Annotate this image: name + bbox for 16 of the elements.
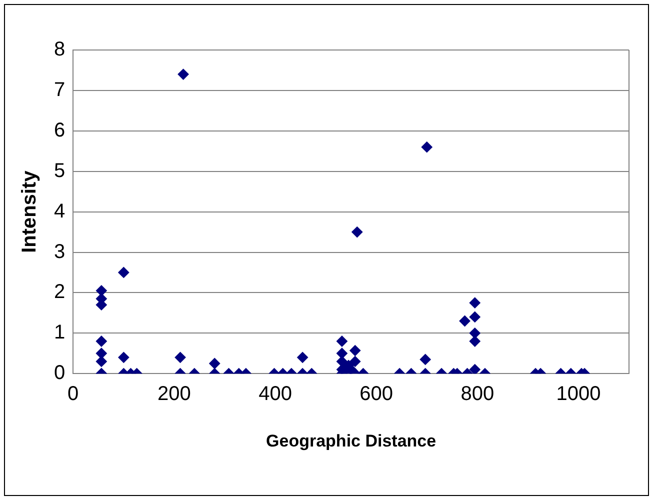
y-tick-label: 7 <box>54 78 66 101</box>
y-tick-label: 1 <box>54 322 66 344</box>
y-tick-label: 0 <box>54 362 66 384</box>
y-tick-label: 2 <box>54 281 66 304</box>
y-tick-label: 8 <box>54 38 66 61</box>
x-tick-label: 200 <box>158 383 191 406</box>
x-tick-label: 400 <box>258 383 292 406</box>
y-tick-label: 4 <box>54 200 66 222</box>
x-tick-label: 1000 <box>556 383 601 406</box>
x-tick-label: 600 <box>360 383 394 406</box>
y-axis-title: Intensity <box>18 170 41 253</box>
y-tick-label: 3 <box>54 240 66 263</box>
x-tick-label: 800 <box>460 383 494 406</box>
y-tick-label: 6 <box>54 119 66 142</box>
x-axis-title: Geographic Distance <box>266 431 436 450</box>
y-tick-label: 5 <box>54 160 66 182</box>
